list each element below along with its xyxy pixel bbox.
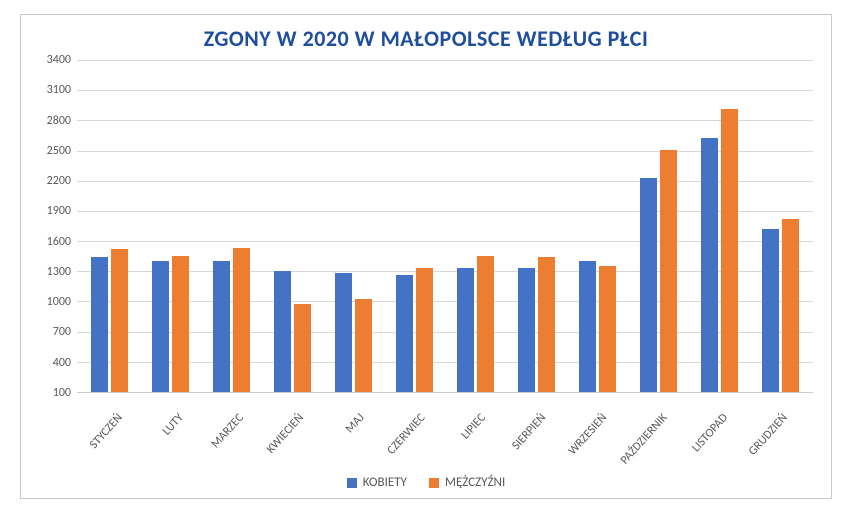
category-group xyxy=(628,60,689,392)
bars-row xyxy=(77,60,813,392)
bar xyxy=(233,248,250,392)
category-group xyxy=(201,60,262,392)
bar xyxy=(701,138,718,392)
x-tick-label: GRUDZIEŃ xyxy=(746,411,791,458)
legend-item: MĘŻCZYŹNI xyxy=(429,475,505,490)
bar xyxy=(396,275,413,392)
x-tick: LUTY xyxy=(146,393,207,471)
legend-swatch xyxy=(429,478,439,488)
bar xyxy=(538,257,555,392)
plot-wrap: 1004007001000130016001900220025002800310… xyxy=(39,60,813,393)
x-tick-label: CZERWIEC xyxy=(384,411,428,458)
category-group xyxy=(689,60,750,392)
bar xyxy=(213,261,230,392)
legend: KOBIETY MĘŻCZYŹNI xyxy=(39,471,813,490)
y-axis: 1004007001000130016001900220025002800310… xyxy=(39,60,77,393)
bar xyxy=(91,257,108,392)
bar xyxy=(355,299,372,392)
x-tick-label: MARZEC xyxy=(209,411,247,451)
bar xyxy=(477,256,494,392)
x-tick: SIERPIEŃ xyxy=(509,393,570,471)
bar xyxy=(111,249,128,392)
bar xyxy=(274,271,291,392)
x-tick-label: LIPIEC xyxy=(459,411,489,442)
chart-title: ZGONY W 2020 W MAŁOPOLSCE WEDŁUG PŁCI xyxy=(39,25,813,52)
legend-label: KOBIETY xyxy=(363,475,407,490)
bar xyxy=(416,268,433,392)
bar xyxy=(640,178,657,392)
x-tick: LISTOPAD xyxy=(690,393,751,471)
category-group xyxy=(567,60,628,392)
category-group xyxy=(140,60,201,392)
bar xyxy=(660,150,677,392)
legend-item: KOBIETY xyxy=(347,475,407,490)
category-group xyxy=(750,60,811,392)
x-tick-label: SIERPIEŃ xyxy=(509,411,549,453)
x-tick-label: WRZESIEŃ xyxy=(565,411,609,458)
x-tick: KWIECIEŃ xyxy=(267,393,328,471)
category-group xyxy=(262,60,323,392)
x-tick-label: LUTY xyxy=(160,411,187,438)
bar xyxy=(335,273,352,392)
x-tick: MARZEC xyxy=(206,393,267,471)
bar xyxy=(152,261,169,392)
category-group xyxy=(384,60,445,392)
bar xyxy=(599,266,616,392)
bar xyxy=(762,229,779,392)
bar xyxy=(721,109,738,392)
bar xyxy=(782,219,799,392)
legend-swatch xyxy=(347,478,357,488)
x-tick: MAJ xyxy=(327,393,388,471)
x-tick: GRUDZIEŃ xyxy=(751,393,812,471)
legend-label: MĘŻCZYŹNI xyxy=(445,475,505,490)
category-group xyxy=(506,60,567,392)
category-group xyxy=(323,60,384,392)
x-tick-label: LISTOPAD xyxy=(689,411,731,455)
x-labels: STYCZEŃ LUTY MARZEC KWIECIEŃ MAJ CZERWIEC LIPI… xyxy=(83,393,813,471)
bar xyxy=(457,268,474,392)
category-group xyxy=(445,60,506,392)
x-tick: LIPIEC xyxy=(448,393,509,471)
x-tick: STYCZEŃ xyxy=(85,393,146,471)
category-group xyxy=(79,60,140,392)
x-tick: PAŹDZIERNIK xyxy=(630,393,691,471)
x-tick: CZERWIEC xyxy=(388,393,449,471)
x-tick-label: MAJ xyxy=(343,411,368,436)
bar xyxy=(579,261,596,392)
x-tick-label: STYCZEŃ xyxy=(87,411,126,452)
plot-area xyxy=(77,60,813,393)
bar xyxy=(518,268,535,392)
x-axis: STYCZEŃ LUTY MARZEC KWIECIEŃ MAJ CZERWIEC LIPI… xyxy=(83,393,813,471)
bar xyxy=(294,304,311,392)
chart-container: ZGONY W 2020 W MAŁOPOLSCE WEDŁUG PŁCI 10… xyxy=(20,14,832,499)
bar xyxy=(172,256,189,392)
x-tick-label: KWIECIEŃ xyxy=(264,411,307,456)
